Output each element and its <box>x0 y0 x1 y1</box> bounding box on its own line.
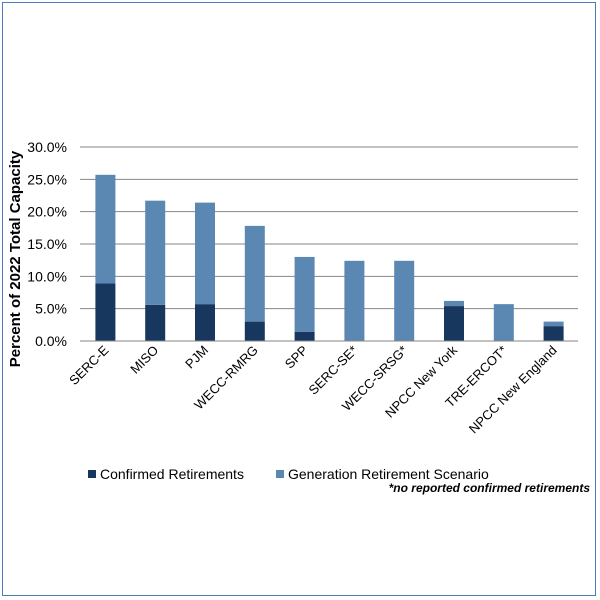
y-axis-title: Percent of 2022 Total Capacity <box>7 150 24 367</box>
y-axis-tick-labels: 0.0% 5.0% 10.0% 15.0% 20.0% 25.0% 30.0% <box>27 139 67 349</box>
bar-stacks <box>95 174 564 341</box>
legend-swatch-scenario <box>276 470 284 478</box>
bar-confirmed <box>444 306 464 341</box>
bar-confirmed <box>294 331 315 341</box>
bar-scenario <box>244 225 265 322</box>
footnote: *no reported confirmed retirements <box>388 481 590 495</box>
y-tick-label: 30.0% <box>27 139 67 155</box>
bar-scenario <box>294 256 315 332</box>
bar-confirmed <box>145 304 166 341</box>
bar-scenario <box>344 260 365 341</box>
bar-scenario <box>493 304 514 341</box>
y-tick-label: 5.0% <box>35 301 67 317</box>
y-tick-label: 0.0% <box>35 333 67 349</box>
legend-label-confirmed: Confirmed Retirements <box>100 466 244 482</box>
legend: Confirmed Retirements Generation Retirem… <box>88 466 489 482</box>
bar-scenario <box>195 202 215 305</box>
bar-scenario <box>145 200 166 305</box>
y-tick-label: 15.0% <box>27 236 67 252</box>
bar-confirmed <box>195 304 215 341</box>
x-tick-label: SERC-E <box>66 342 112 388</box>
x-tick-label: SPP <box>282 343 311 372</box>
x-tick-label: NPCC New England <box>466 343 560 437</box>
bar-scenario <box>95 174 116 284</box>
bar-confirmed <box>543 326 564 341</box>
y-tick-label: 10.0% <box>27 268 67 284</box>
x-tick-label: PJM <box>182 343 211 372</box>
bar-confirmed <box>244 321 265 341</box>
legend-swatch-confirmed <box>88 470 96 478</box>
legend-label-scenario: Generation Retirement Scenario <box>288 466 489 482</box>
y-tick-label: 25.0% <box>27 171 67 187</box>
bar-scenario <box>543 321 564 327</box>
bar-confirmed <box>95 283 116 341</box>
x-tick-label: MISO <box>127 343 161 377</box>
bar-scenario <box>444 300 464 307</box>
bar-scenario <box>394 260 415 341</box>
y-tick-label: 20.0% <box>27 204 67 220</box>
